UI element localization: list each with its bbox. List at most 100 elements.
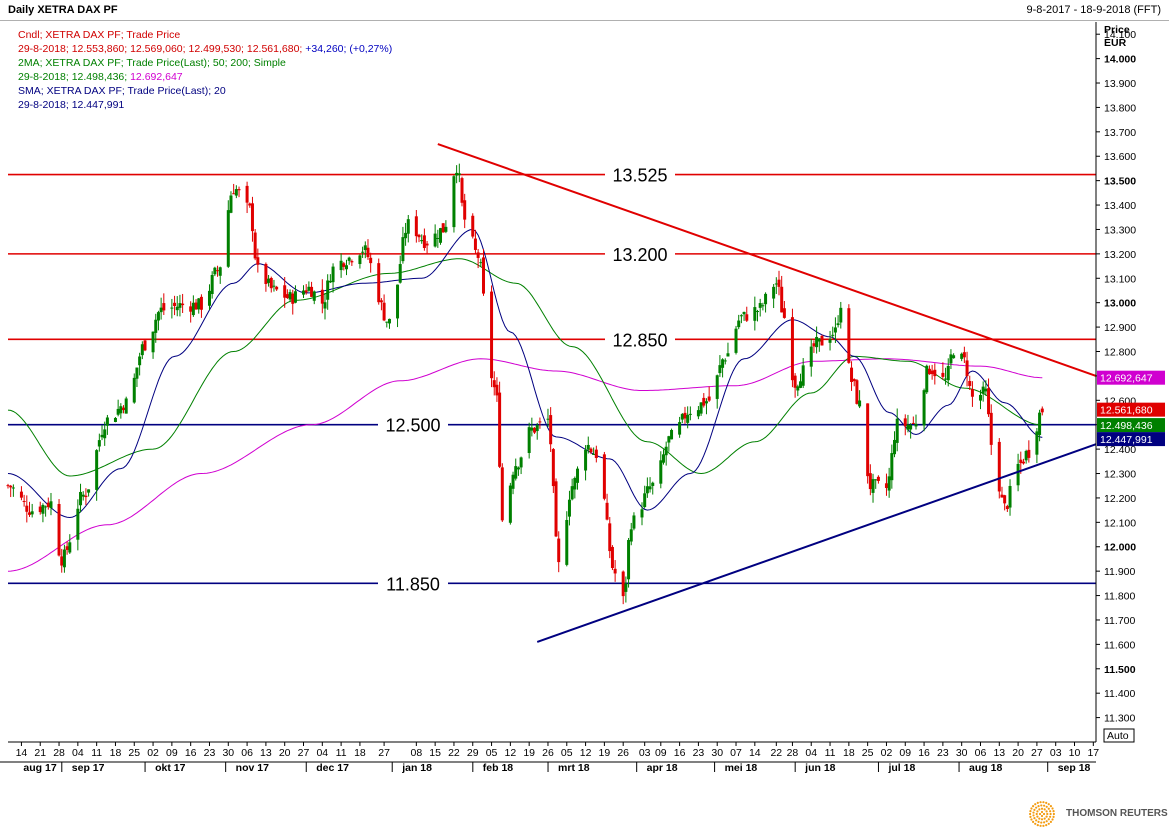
y-tick-label: 13.700 [1104, 127, 1136, 139]
y-tick-label: 11.500 [1104, 664, 1136, 676]
candle-up [514, 466, 518, 479]
candle-down [549, 415, 553, 445]
candle-down [250, 203, 254, 232]
candle-up [1016, 463, 1020, 486]
candle-up [385, 321, 389, 323]
candle-up [925, 365, 929, 393]
candle-up [530, 427, 534, 431]
candle-up [686, 414, 690, 423]
level-label-bg [605, 328, 675, 351]
x-tick-label: 28 [53, 747, 65, 759]
candle-up [331, 266, 335, 283]
candle-up [363, 245, 367, 251]
logo-dot [1043, 817, 1046, 820]
candle-up [726, 353, 730, 357]
x-tick-label: 22 [770, 747, 782, 759]
candle-up [801, 365, 805, 386]
candle-up [272, 285, 276, 287]
candle-up [527, 427, 531, 453]
price-axis-title: Price [1104, 24, 1130, 36]
candle-up [874, 479, 878, 481]
candle-up [758, 303, 762, 308]
y-tick-label: 11.400 [1104, 688, 1135, 700]
candle-up [293, 291, 297, 303]
candle-up [906, 424, 910, 430]
candle-up [570, 486, 574, 500]
candle-up [737, 320, 741, 328]
candle-up [1035, 431, 1039, 455]
candle-up [396, 284, 400, 319]
chart-title: Daily XETRA DAX PF [8, 4, 118, 16]
candle-down [320, 289, 324, 304]
x-tick-label: 13 [993, 747, 1005, 759]
x-tick-label: 22 [448, 747, 460, 759]
candle-up [839, 307, 843, 323]
candle-up [81, 494, 85, 497]
x-tick-label: 23 [204, 747, 216, 759]
candle-up [452, 176, 456, 228]
candle-down [463, 200, 467, 220]
support-trendline [536, 443, 1097, 643]
candle-down [122, 407, 126, 411]
candle-up [651, 482, 655, 486]
candle-up [952, 355, 956, 359]
logo-dot [1045, 815, 1048, 818]
y-tick-label: 12.900 [1104, 322, 1136, 334]
candle-down [903, 418, 907, 427]
candle-up [401, 237, 405, 262]
candle-down [275, 286, 279, 290]
candle-down [702, 397, 706, 406]
x-tick-label: 04 [805, 747, 817, 759]
x-tick-label: 03 [1050, 747, 1062, 759]
x-tick-label: 26 [542, 747, 554, 759]
candle-down [613, 568, 617, 574]
candle-up [718, 365, 722, 374]
x-tick-label: 07 [730, 747, 742, 759]
candle-up [627, 539, 631, 580]
candle-down [987, 388, 991, 415]
y-tick-label: 11.600 [1104, 639, 1135, 651]
candle-up [326, 280, 330, 300]
candle-down [162, 303, 166, 311]
candle-up [511, 474, 515, 489]
candle-up [871, 479, 875, 493]
auto-scale-label: Auto [1107, 730, 1129, 742]
x-tick-label: 05 [561, 747, 573, 759]
x-tick-label: 09 [899, 747, 911, 759]
legend-row: SMA; XETRA DAX PF; Trade Price(Last); 20 [18, 84, 392, 98]
y-tick-label: 14.000 [1104, 54, 1136, 66]
candle-down [9, 485, 13, 488]
x-tick-label: 04 [72, 747, 84, 759]
x-tick-label: 16 [918, 747, 930, 759]
candle-down [1019, 459, 1023, 464]
y-tick-label: 13.500 [1104, 176, 1136, 188]
logo-dot [1029, 815, 1032, 818]
last-value-label: 12.447,991 [1100, 434, 1153, 446]
logo-dot [1034, 822, 1037, 825]
candle-up [696, 410, 700, 417]
candle-down [194, 302, 198, 310]
x-tick-label: 28 [787, 747, 799, 759]
logo-dot [1042, 812, 1046, 816]
x-tick-label: 14 [16, 747, 28, 759]
logo-dot [1047, 803, 1050, 806]
month-label: mrt 18 [558, 762, 590, 774]
candle-up [739, 315, 743, 317]
logo-dot [1045, 820, 1048, 823]
candle-down [968, 380, 972, 386]
candle-down [933, 369, 937, 377]
x-tick-label: 02 [147, 747, 159, 759]
candle-down [812, 343, 816, 347]
candle-down [382, 302, 386, 321]
candle-up [576, 468, 580, 483]
candle-up [764, 293, 768, 305]
candle-up [307, 286, 311, 291]
y-tick-label: 12.200 [1104, 493, 1136, 505]
candle-up [62, 549, 66, 568]
candle-up [1024, 450, 1028, 461]
logo-dot [1051, 818, 1054, 821]
candle-down [683, 412, 687, 419]
candle-up [670, 429, 674, 440]
candle-up [519, 457, 523, 468]
y-tick-label: 13.400 [1104, 200, 1136, 212]
